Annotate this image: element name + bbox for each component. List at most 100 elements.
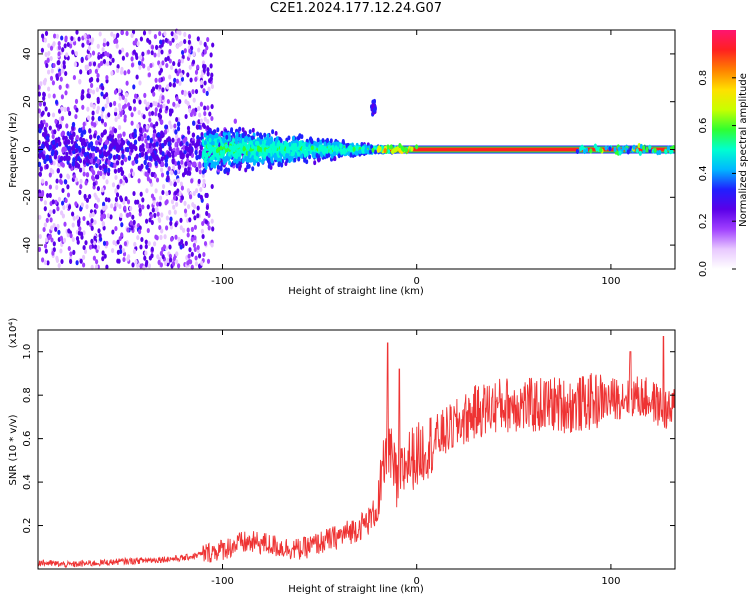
heatmap-cell	[186, 125, 191, 131]
heatmap-cell	[183, 31, 187, 37]
heatmap-cell	[323, 141, 327, 147]
heatmap-cell	[133, 106, 137, 112]
heatmap-cell	[87, 142, 92, 149]
heatmap-cell	[109, 102, 113, 108]
heatmap-cell	[83, 141, 88, 148]
heatmap-cell	[193, 204, 197, 210]
heatmap-cell	[49, 167, 53, 173]
heatmap-cell	[55, 99, 59, 105]
heatmap-cell	[203, 105, 207, 111]
heatmap-cell	[71, 211, 75, 217]
heatmap-cell	[56, 206, 60, 212]
heatmap-cell	[192, 120, 196, 126]
heatmap-cell	[184, 161, 188, 167]
heatmap-cell	[168, 111, 173, 117]
heatmap-cell	[216, 161, 220, 166]
heatmap-cell	[51, 80, 56, 86]
heatmap-cell	[196, 213, 200, 219]
heatmap-cell	[337, 153, 341, 159]
heatmap-cell	[55, 255, 59, 261]
heatmap-cell	[103, 253, 107, 259]
heatmap-cell	[251, 135, 254, 141]
heatmap-cell	[203, 240, 208, 247]
heatmap-cell	[116, 64, 120, 70]
heatmap-cell	[186, 227, 190, 233]
heatmap-cell	[205, 192, 209, 198]
heatmap-cell	[208, 128, 212, 134]
heatmap-cell	[277, 156, 281, 162]
heatmap-cell	[59, 179, 64, 185]
heatmap-cell	[386, 144, 390, 150]
heatmap-cell	[91, 89, 96, 95]
heatmap-cell	[52, 144, 56, 151]
heatmap-cell	[371, 147, 375, 153]
heatmap-cell	[161, 161, 165, 168]
heatmap-cell	[113, 162, 117, 169]
heatmap-cell	[341, 139, 345, 144]
heatmap-cell	[49, 55, 53, 62]
heatmap-cell	[119, 248, 123, 254]
heatmap-cell	[203, 162, 207, 168]
heatmap-cell	[316, 137, 320, 143]
spectrogram-x-ticks: -100 0 100	[211, 30, 620, 287]
heatmap-cell	[106, 213, 110, 219]
heatmap-cell	[167, 136, 171, 142]
heatmap-cell	[82, 230, 86, 236]
heatmap-cell	[139, 55, 143, 61]
heatmap-cell	[105, 240, 109, 246]
heatmap-cell	[153, 212, 157, 218]
heatmap-cell	[183, 200, 187, 206]
heatmap-cell	[580, 144, 584, 150]
heatmap-cell	[62, 60, 66, 66]
heatmap-cell	[143, 92, 147, 98]
heatmap-cell	[179, 244, 183, 250]
heatmap-cell	[190, 264, 194, 270]
heatmap-cell	[55, 122, 59, 128]
heatmap-cell	[188, 64, 192, 70]
x-tick-label: 0	[414, 276, 420, 287]
heatmap-cell	[130, 112, 134, 118]
heatmap-cell	[52, 93, 56, 99]
heatmap-cell	[96, 73, 100, 79]
heatmap-cell	[132, 248, 137, 254]
heatmap-cell	[160, 156, 164, 162]
heatmap-cell	[188, 143, 192, 149]
heatmap-cell	[206, 71, 210, 77]
heatmap-cell	[59, 173, 63, 179]
heatmap-cell	[113, 206, 117, 212]
heatmap-cell	[176, 29, 180, 35]
heatmap-cell	[172, 61, 176, 67]
heatmap-cell	[136, 235, 140, 241]
heatmap-cell	[360, 142, 364, 147]
colorbar: 0.0 0.2 0.4 0.6 0.8 Normalized spectral ampl…	[698, 30, 749, 277]
heatmap-cell	[63, 106, 67, 112]
heatmap-cell	[145, 124, 149, 130]
heatmap-cell	[115, 202, 119, 208]
heatmap-cell	[79, 184, 83, 190]
heatmap-cell	[164, 37, 168, 43]
heatmap-cell	[168, 209, 172, 215]
heatmap-cell	[103, 144, 108, 150]
heatmap-cell	[66, 192, 71, 198]
heatmap-cell	[63, 43, 67, 49]
heatmap-cell	[50, 225, 54, 231]
heatmap-cell	[147, 167, 151, 174]
heatmap-cell	[175, 117, 179, 123]
heatmap-cell	[282, 152, 286, 157]
heatmap-cell	[190, 236, 194, 243]
heatmap-cell	[181, 89, 185, 95]
heatmap-cell	[174, 129, 178, 135]
heatmap-cell	[46, 144, 50, 150]
heatmap-cell	[95, 87, 99, 93]
heatmap-cell	[277, 162, 281, 168]
heatmap-cell	[202, 251, 206, 258]
heatmap-cell	[114, 137, 118, 144]
heatmap-cell	[158, 108, 163, 114]
heatmap-cell	[124, 196, 128, 202]
heatmap-cell	[88, 194, 92, 200]
heatmap-cell	[155, 121, 159, 127]
heatmap-cell	[59, 235, 64, 241]
heatmap-cell	[167, 166, 171, 172]
heatmap-cell	[55, 184, 59, 190]
heatmap-cell	[159, 67, 163, 73]
